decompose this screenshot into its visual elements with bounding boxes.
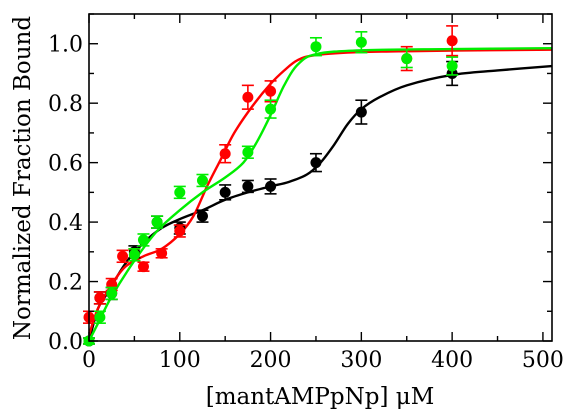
data-point-series-3 (174, 186, 186, 198)
ticks: 0 100 200 300 400 500 0.0 0.2 0.4 0.6 0.8 1.0 (48, 13, 564, 373)
y-tick-label: 1.0 (48, 33, 83, 58)
y-axis-label: Normalized Fraction Bound (10, 16, 36, 340)
x-tick-label: 500 (522, 348, 564, 373)
y-tick-label: 0.2 (48, 271, 83, 296)
data-point-series-2 (446, 35, 458, 47)
data-point-series-3 (151, 216, 163, 228)
data-point-series-2 (94, 292, 106, 304)
data-point-series-3 (355, 36, 367, 48)
x-tick-label: 200 (250, 348, 292, 373)
y-tick-label: 0.8 (48, 92, 83, 117)
fit-curves (89, 46, 552, 341)
data-point-series-2 (265, 85, 277, 97)
data-point-series-2 (219, 148, 231, 160)
data-points (83, 25, 459, 347)
data-point-series-1 (355, 106, 367, 118)
data-point-series-1 (242, 180, 254, 192)
data-point-series-1 (219, 186, 231, 198)
y-tick-label: 0.4 (48, 211, 83, 236)
x-tick-label: 0 (82, 348, 96, 373)
fit-curve-series-2 (89, 48, 552, 336)
x-tick-label: 400 (431, 348, 473, 373)
data-point-series-2 (174, 225, 186, 237)
fit-curve-series-3 (89, 46, 552, 341)
x-axis-label: [mantAMPpNp] μM (206, 384, 435, 410)
data-point-series-2 (137, 261, 149, 273)
fit-curve-series-1 (89, 64, 552, 341)
data-point-series-2 (156, 247, 168, 259)
data-point-series-3 (196, 174, 208, 186)
data-point-series-3 (128, 249, 140, 261)
x-tick-label: 100 (159, 348, 201, 373)
data-point-series-3 (137, 234, 149, 246)
y-tick-label: 0.6 (48, 152, 83, 177)
x-tick-label: 300 (340, 348, 382, 373)
data-point-series-2 (242, 91, 254, 103)
data-point-series-3 (401, 53, 413, 65)
data-point-series-3 (446, 60, 458, 72)
y-tick-label: 0.0 (48, 330, 83, 355)
data-point-series-3 (242, 146, 254, 158)
data-point-series-1 (196, 210, 208, 222)
data-point-series-3 (265, 103, 277, 115)
data-point-series-3 (94, 311, 106, 323)
plot-frame (88, 13, 553, 342)
data-point-series-1 (310, 157, 322, 169)
data-point-series-2 (117, 250, 129, 262)
data-point-series-1 (265, 180, 277, 192)
data-point-series-3 (106, 287, 118, 299)
axes (88, 13, 553, 342)
data-point-series-3 (310, 41, 322, 53)
